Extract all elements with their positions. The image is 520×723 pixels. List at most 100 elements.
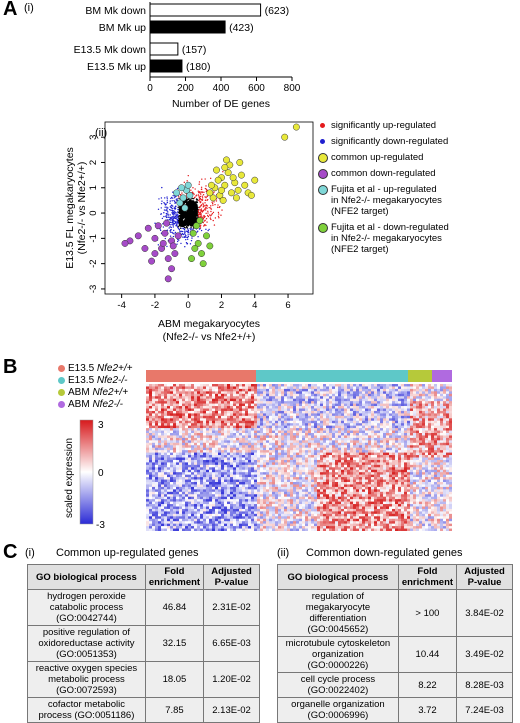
scatter-point — [173, 190, 179, 196]
legend-marker — [318, 223, 328, 233]
legend-text: in Nfe2-/- megakaryocytes — [331, 233, 518, 244]
legend-marker — [318, 169, 328, 179]
scatter-point — [293, 124, 299, 130]
table-header-cell: GO biological process — [28, 565, 146, 590]
colorbar-tick-mid: 0 — [98, 468, 104, 479]
scatter-point — [192, 245, 198, 251]
legend-marker — [58, 377, 65, 384]
scatter-point — [233, 195, 239, 201]
legend-marker — [320, 123, 325, 128]
table-row: hydrogen peroxide catabolic process (GO:… — [28, 590, 260, 626]
scatter-point — [177, 200, 183, 206]
heatmap-group-bar — [146, 370, 256, 382]
legend-text: ABM — [68, 387, 92, 398]
scatter-point — [237, 159, 243, 165]
scatter-point — [248, 192, 254, 198]
scatter-point — [168, 266, 174, 272]
scatter-point — [238, 172, 244, 178]
scatter-y-tick-label: -2 — [88, 259, 99, 267]
legend-text: E13.5 — [68, 375, 97, 386]
bar-x-tick-label: 600 — [248, 83, 265, 94]
scatter-y-tick-label: 3 — [88, 135, 99, 140]
scaled-expression-colorbar: 3 0 -3 scaled expression — [60, 418, 130, 530]
table-cell: 3.84E-02 — [457, 590, 513, 637]
scatter-y-tick-label: 2 — [88, 160, 99, 165]
heatmap-legend-item: ABM Nfe2+/+ — [58, 387, 133, 398]
table-header-cell: Adjusted P-value — [457, 565, 513, 590]
scatter-point — [145, 225, 151, 231]
legend-text: common down-regulated — [331, 168, 518, 179]
scatter-legend-item: common up-regulated — [318, 152, 518, 163]
table-header-cell: GO biological process — [278, 565, 399, 590]
scatter-point — [170, 243, 176, 249]
bar — [150, 60, 182, 72]
legend-marker — [318, 153, 328, 163]
table-cell: 7.24E-03 — [457, 698, 513, 723]
table-row: regulation of megakaryocyte differentiat… — [278, 590, 513, 637]
legend-text: significantly up-regulated — [331, 120, 518, 131]
scatter-x-tick-label: 0 — [186, 300, 191, 311]
panel-c-letter: C — [3, 541, 17, 564]
scatter-point — [152, 235, 158, 241]
scatter-point — [185, 182, 191, 188]
scatter-point — [122, 240, 128, 246]
scatter-y-tick-label: -3 — [88, 285, 99, 293]
table-cell: cell cycle process (GO:0022402) — [278, 673, 399, 698]
scatter-point — [230, 174, 236, 180]
table-cell: 32.15 — [145, 626, 203, 662]
scatter-y-label-line2: (Nfe2-/- vs Nfe2+/+) — [76, 162, 88, 255]
panel-c-ii-label: (ii) — [277, 547, 289, 559]
table-cell: 8.28E-03 — [457, 673, 513, 698]
bar-category-label: E13.5 Mk up — [87, 61, 146, 73]
scatter-point — [165, 276, 171, 282]
heatmap-legend-item: ABM Nfe2-/- — [58, 399, 133, 410]
heatmap — [146, 370, 452, 531]
scatter-x-tick-label: 6 — [285, 300, 290, 311]
table-cell: 1.20E-02 — [204, 662, 260, 698]
legend-text: E13.5 — [68, 363, 97, 374]
table-cell: hydrogen peroxide catabolic process (GO:… — [28, 590, 146, 626]
scatter-point — [162, 230, 168, 236]
scatter-y-label: E13.5 FL megakaryocytes — [64, 147, 76, 269]
scatter-point — [218, 187, 224, 193]
scatter-point — [198, 250, 204, 256]
scatter-point — [197, 217, 203, 223]
scatter-point — [165, 255, 171, 261]
table-cell: reactive oxygen species metabolic proces… — [28, 662, 146, 698]
legend-marker — [58, 389, 65, 396]
scatter-point — [252, 177, 258, 183]
scatter-point — [207, 243, 213, 249]
scatter-point — [200, 260, 206, 266]
panel-c-i-label: (i) — [25, 547, 35, 559]
heatmap-group-bar — [256, 370, 408, 382]
bar — [150, 21, 225, 33]
table-cell: 8.22 — [398, 673, 456, 698]
bar-x-tick-label: 800 — [284, 83, 301, 94]
scatter-legend-item: common down-regulated — [318, 168, 518, 179]
scatter-x-label: ABM megakaryocytes — [158, 318, 260, 330]
scatter-point — [190, 230, 196, 236]
scatter-point — [187, 192, 193, 198]
panel-c-ii-title: Common down-regulated genes — [306, 547, 463, 559]
scatter-point — [175, 233, 181, 239]
heatmap-legend-item: E13.5 Nfe2+/+ — [58, 363, 133, 374]
table-cell: 10.44 — [398, 637, 456, 673]
legend-marker — [58, 365, 65, 372]
scatter-point — [207, 190, 213, 196]
scatter-point — [282, 134, 288, 140]
scatter-point — [152, 250, 158, 256]
legend-genotype: Nfe2+/+ — [97, 363, 133, 374]
legend-text: ABM — [68, 399, 92, 410]
scatter-x-tick-label: -4 — [117, 300, 125, 311]
legend-genotype: Nfe2+/+ — [92, 387, 128, 398]
legend-text: Fujita et al - down-regulated — [331, 222, 518, 233]
legend-text: significantly down-regulated — [331, 136, 518, 147]
panel-c-i-title: Common up-regulated genes — [56, 547, 198, 559]
table-cell: 3.49E-02 — [457, 637, 513, 673]
scatter-y-tick-label: -1 — [88, 234, 99, 242]
